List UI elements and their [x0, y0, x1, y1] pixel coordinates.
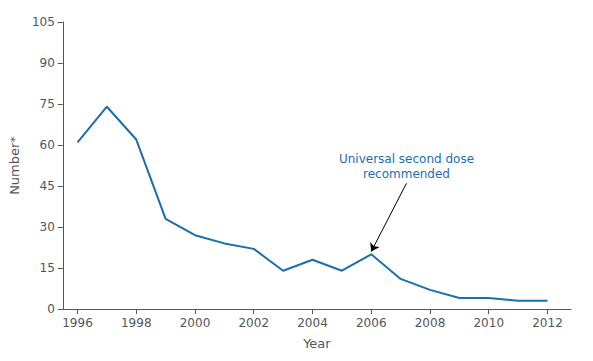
svg-text:15: 15: [40, 261, 55, 275]
svg-text:2006: 2006: [356, 316, 387, 330]
svg-text:75: 75: [40, 97, 55, 111]
svg-text:90: 90: [40, 56, 55, 70]
svg-text:Year: Year: [302, 336, 331, 351]
svg-text:Universal second dose: Universal second dose: [339, 152, 474, 166]
svg-text:2000: 2000: [180, 316, 211, 330]
svg-text:2010: 2010: [473, 316, 504, 330]
svg-text:Number*: Number*: [7, 136, 22, 195]
svg-text:recommended: recommended: [363, 167, 450, 181]
svg-text:45: 45: [40, 179, 55, 193]
svg-text:105: 105: [32, 15, 55, 29]
svg-text:0: 0: [47, 302, 55, 316]
svg-text:1998: 1998: [121, 316, 152, 330]
svg-text:1996: 1996: [62, 316, 93, 330]
svg-text:60: 60: [40, 138, 55, 152]
svg-text:2002: 2002: [238, 316, 269, 330]
svg-text:2008: 2008: [415, 316, 446, 330]
svg-text:2012: 2012: [532, 316, 563, 330]
svg-text:2004: 2004: [297, 316, 328, 330]
svg-text:30: 30: [40, 220, 55, 234]
